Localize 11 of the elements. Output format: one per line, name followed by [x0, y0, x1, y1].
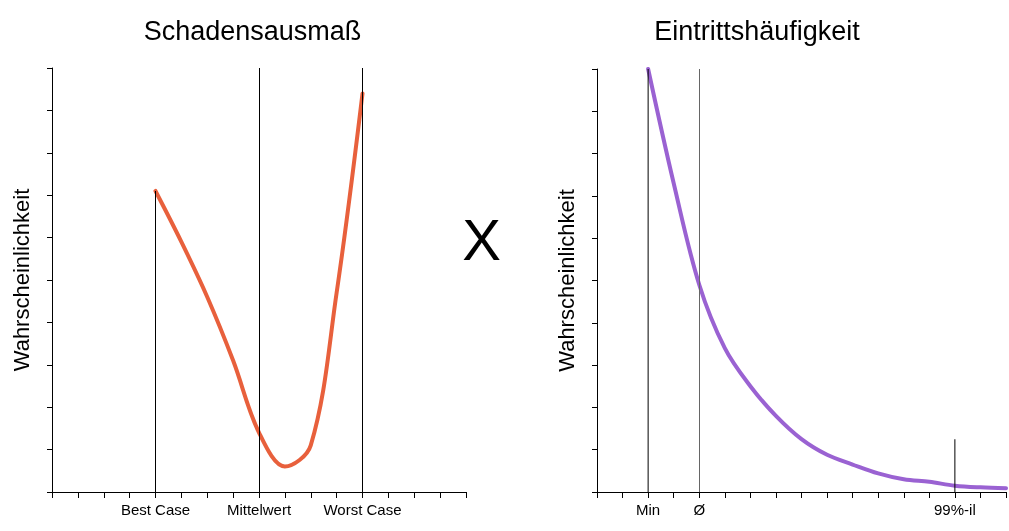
y-axis-title: Wahrscheinlichkeit — [553, 189, 579, 372]
x-tick-label: Best Case — [120, 501, 191, 518]
x-tick-label: Mittelwert — [226, 501, 292, 518]
chart-title: Eintrittshäufigkeit — [654, 15, 861, 46]
y-axis-title: Wahrscheinlichkeit — [8, 188, 34, 372]
x-tick-label: Min — [636, 501, 661, 518]
x-tick-label: Ø — [693, 501, 706, 518]
x-tick-label: Worst Case — [323, 501, 402, 518]
annotation: X — [462, 206, 501, 272]
x-tick-label: 99%-il — [934, 501, 976, 518]
chart-title: Schadensausmaß — [143, 15, 362, 46]
